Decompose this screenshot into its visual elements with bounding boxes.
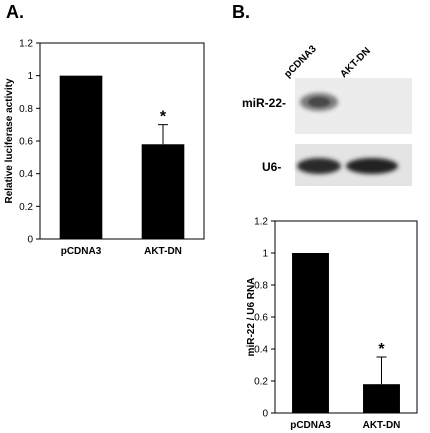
mir22-band-core xyxy=(308,97,330,107)
u6-band-pcdna3 xyxy=(297,158,341,174)
chart-a-significance-star: * xyxy=(160,109,167,126)
chart-a-bar-akt-dn xyxy=(141,144,185,239)
chart-a: 0 0.2 0.4 0.6 0.8 1 1.2 pCDNA3 * AKT-DN Relative l… xyxy=(4,39,205,257)
chart-a-ytick-label: 1.2 xyxy=(19,39,33,50)
chart-b-xtick-label-pcdna3: pCDNA3 xyxy=(290,420,331,431)
blot-row-label-mir22: miR-22- xyxy=(242,96,286,110)
chart-a-ylabel: Relative luciferase activity xyxy=(4,78,15,204)
chart-a-ytick-label: 0.2 xyxy=(19,202,33,213)
chart-b-ylabel: miR-22 / U6 RNA xyxy=(246,278,257,357)
blot-lane-label-akt-dn: AKT-DN xyxy=(338,46,372,80)
chart-b-significance-star: * xyxy=(378,341,385,358)
chart-a-ytick-label: 1 xyxy=(27,71,33,82)
chart-a-ytick-label: 0.6 xyxy=(19,137,33,148)
panel-a-label: A. xyxy=(6,2,24,22)
chart-a-ytick-label: 0.8 xyxy=(19,104,33,115)
chart-b-ytick-label: 0.4 xyxy=(254,345,268,356)
chart-a-bar-pcdna3 xyxy=(59,75,103,240)
chart-a-ytick-label: 0 xyxy=(27,235,33,246)
chart-b-ytick-label: 0.8 xyxy=(254,281,268,292)
chart-b-bar-akt-dn xyxy=(363,384,400,413)
chart-a-ytick-label: 0.4 xyxy=(19,169,33,180)
chart-b-bar-pcdna3 xyxy=(292,253,329,413)
chart-b-ytick-label: 1 xyxy=(262,249,268,260)
chart-a-xtick-label-akt-dn: AKT-DN xyxy=(144,246,182,257)
u6-band-akt-dn xyxy=(346,158,398,174)
chart-a-xtick-label-pcdna3: pCDNA3 xyxy=(61,246,102,257)
chart-b: 0 0.2 0.4 0.6 0.8 1 1.2 pCDNA3 * AKT-DN miR-22 / U… xyxy=(246,217,418,431)
blot-lane-label-pcdna3: pCDNA3 xyxy=(282,43,319,80)
chart-b-xtick-label-akt-dn: AKT-DN xyxy=(363,420,401,431)
chart-b-ytick-label: 0.6 xyxy=(254,313,268,324)
blot-row-label-u6: U6- xyxy=(262,160,281,174)
panel-b-label: B. xyxy=(232,2,250,22)
northern-blot: pCDNA3 AKT-DN miR-22- U6- xyxy=(242,43,412,186)
chart-b-ytick-label: 0 xyxy=(262,409,268,420)
chart-b-ytick-label: 0.2 xyxy=(254,377,268,388)
chart-b-ytick-label: 1.2 xyxy=(254,217,268,228)
